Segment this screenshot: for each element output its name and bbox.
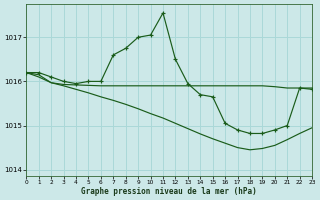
X-axis label: Graphe pression niveau de la mer (hPa): Graphe pression niveau de la mer (hPa) (81, 187, 257, 196)
